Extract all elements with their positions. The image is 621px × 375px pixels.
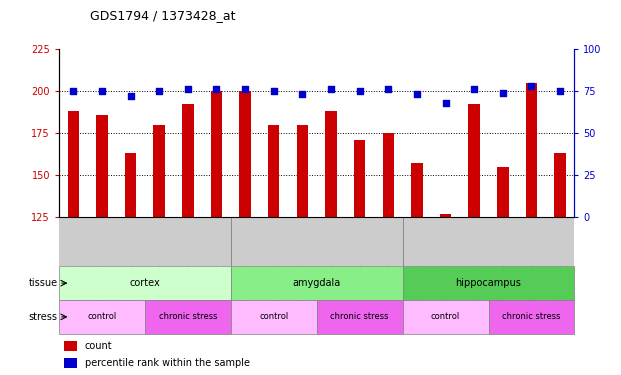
Text: chronic stress: chronic stress [158, 312, 217, 321]
Text: chronic stress: chronic stress [330, 312, 389, 321]
Bar [64, 358, 77, 368]
Bar [411, 164, 423, 218]
Bar [59, 300, 145, 334]
Point [297, 92, 307, 98]
Bar [402, 266, 574, 300]
Point [212, 86, 222, 92]
Text: count: count [84, 341, 112, 351]
Text: GDS1794 / 1373428_at: GDS1794 / 1373428_at [90, 9, 235, 22]
Text: control: control [259, 312, 288, 321]
Point [555, 88, 565, 94]
Bar [468, 104, 480, 218]
Text: percentile rank within the sample: percentile rank within the sample [84, 358, 250, 368]
Bar [231, 300, 317, 334]
Point [527, 83, 537, 89]
Bar [440, 214, 451, 217]
Text: amygdala: amygdala [292, 278, 341, 288]
Bar [125, 153, 137, 218]
Point [97, 88, 107, 94]
Point [498, 90, 508, 96]
Bar [526, 82, 537, 218]
Bar [211, 91, 222, 218]
Bar [555, 153, 566, 218]
Point [269, 88, 279, 94]
Point [240, 86, 250, 92]
Point [326, 86, 336, 92]
Point [383, 86, 393, 92]
Bar [145, 300, 231, 334]
Point [68, 88, 78, 94]
Text: cortex: cortex [130, 278, 160, 288]
Bar [325, 111, 337, 218]
Bar [96, 115, 107, 218]
Bar [64, 341, 77, 351]
Text: hippocampus: hippocampus [456, 278, 522, 288]
Point [469, 86, 479, 92]
Bar [383, 133, 394, 218]
Bar [297, 124, 308, 217]
Bar [68, 111, 79, 218]
Text: stress: stress [29, 312, 58, 322]
Bar [59, 266, 231, 300]
Bar [402, 300, 489, 334]
Text: chronic stress: chronic stress [502, 312, 561, 321]
Bar [489, 300, 574, 334]
Point [355, 88, 365, 94]
Point [412, 92, 422, 98]
Point [183, 86, 193, 92]
Text: tissue: tissue [29, 278, 58, 288]
Point [125, 93, 135, 99]
Bar [268, 124, 279, 217]
Point [154, 88, 164, 94]
Bar [231, 266, 402, 300]
Bar [153, 124, 165, 217]
Bar [317, 300, 402, 334]
Text: control: control [431, 312, 460, 321]
Bar [240, 91, 251, 218]
Bar [497, 167, 509, 218]
Bar [182, 104, 194, 218]
Bar [354, 140, 365, 218]
Point [441, 100, 451, 106]
Text: control: control [88, 312, 117, 321]
